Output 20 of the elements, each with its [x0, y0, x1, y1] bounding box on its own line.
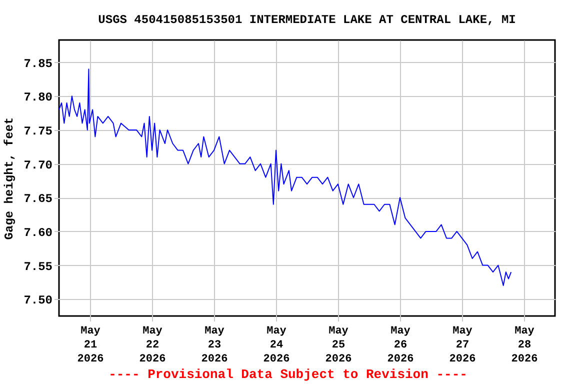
x-tick-label: May 21 2026 — [77, 326, 104, 366]
chart-title: USGS 450415085153501 INTERMEDIATE LAKE AT CENTRAL LAKE, MI — [98, 13, 516, 27]
x-tick-label: May 24 2026 — [263, 326, 290, 366]
x-tick-label: May 27 2026 — [449, 326, 476, 366]
text: ---- Provisional Data Subject to Revision ---- — [108, 367, 468, 382]
y-tick-label: 7.80 — [24, 90, 52, 105]
x-tick-label: May 22 2026 — [139, 326, 166, 366]
y-tick-label: 7.75 — [24, 124, 52, 138]
x-tick-label: May 28 2026 — [511, 326, 538, 366]
x-tick-label: May 26 2026 — [387, 326, 414, 366]
y-axis-title: Gage height, feet — [2, 117, 17, 240]
y-tick-label: 7.55 — [24, 260, 52, 274]
y-tick-label: 7.70 — [24, 158, 52, 172]
y-tick-label: 7.65 — [24, 192, 52, 206]
x-tick-label: May 25 2026 — [325, 326, 352, 366]
y-tick-label: 7.60 — [24, 226, 52, 240]
line-series — [59, 68, 512, 286]
y-tick-label: 7.50 — [24, 294, 52, 308]
y-tick-label: 7.85 — [24, 56, 52, 71]
x-tick-label: May 23 2026 — [201, 326, 228, 366]
